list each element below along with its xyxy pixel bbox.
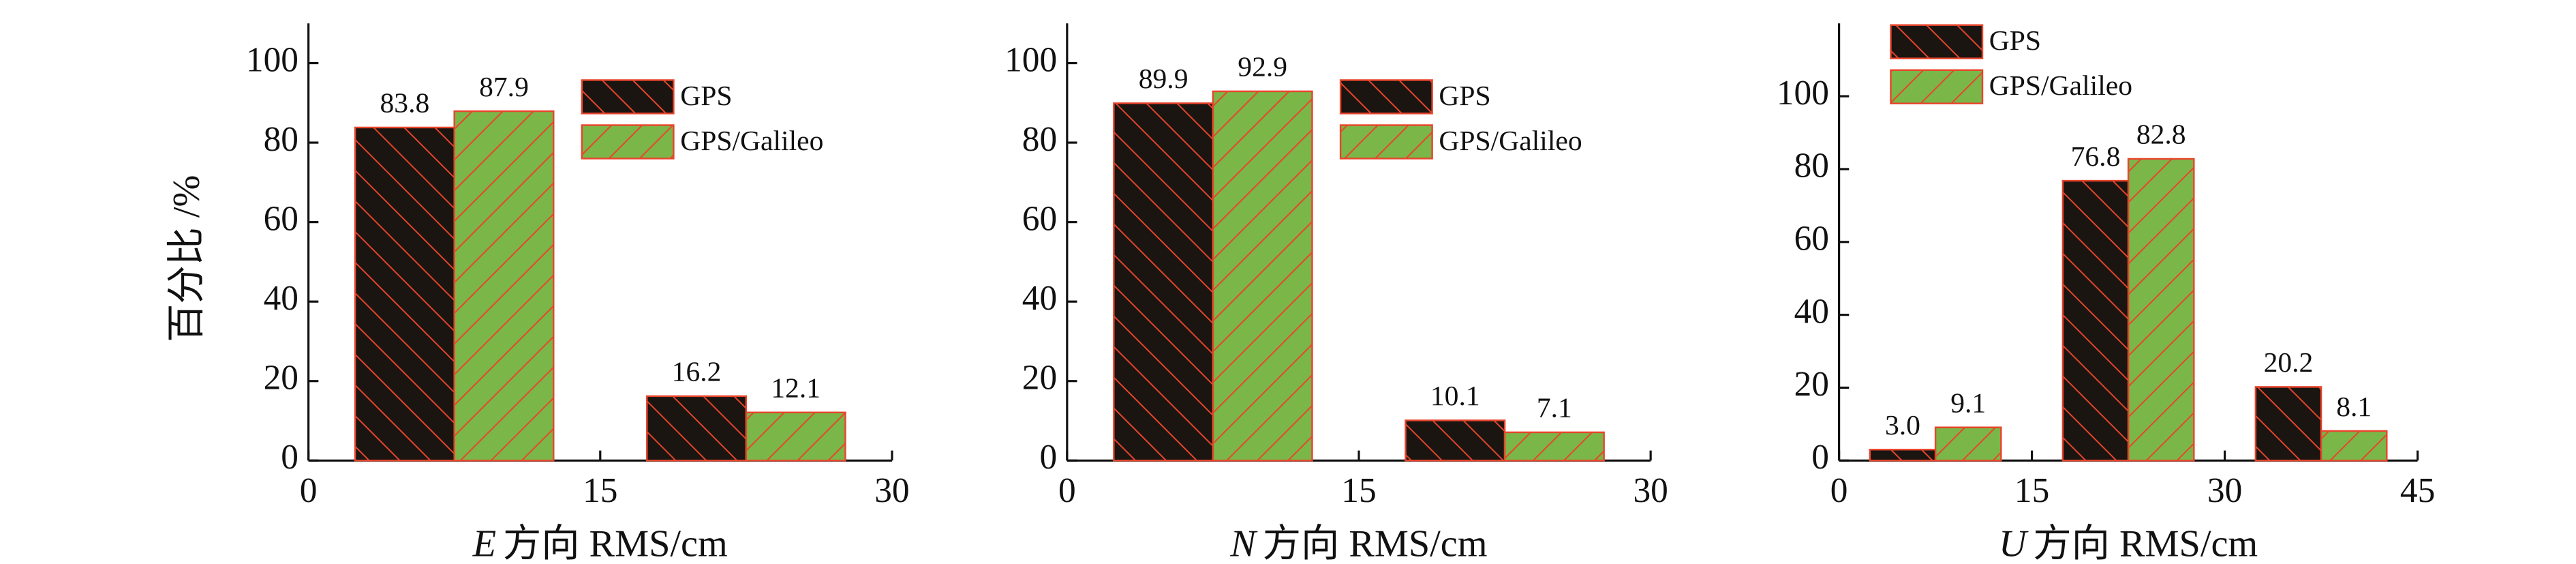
value-label: 89.9 — [1139, 63, 1189, 94]
y-tick-label: 0 — [281, 438, 298, 477]
y-axis-label: 百分比 /% — [166, 175, 208, 342]
bar — [1113, 102, 1214, 462]
bar — [1934, 426, 2002, 462]
bar — [453, 110, 555, 462]
y-tick-label: 80 — [1022, 120, 1057, 159]
chart-panel: 0 20 40 60 80 100 0 15 30 E 方向 RMS/cm 百分比 /% 83.8 16.… — [166, 23, 910, 564]
value-label: 16.2 — [672, 356, 722, 387]
chart-panel: 0 20 40 60 80 100 0 15 30 45 U 方向 RMS/cm 3.0 76.8 20.2… — [1777, 23, 2435, 564]
value-label: 76.8 — [2071, 140, 2121, 172]
x-tick-label: 15 — [2014, 471, 2049, 510]
x-tick-label: 0 — [1830, 471, 1848, 510]
y-tick-label: 60 — [1794, 220, 1829, 258]
value-label: 9.1 — [1950, 387, 1986, 418]
y-tick-label: 100 — [1777, 74, 1829, 113]
bar — [2127, 158, 2195, 462]
legend-label: GPS/Galileo — [680, 125, 823, 156]
x-axis-label: E 方向 RMS/cm — [472, 522, 728, 564]
y-tick-label: 20 — [264, 359, 298, 398]
bar — [354, 126, 455, 462]
value-label: 82.8 — [2136, 119, 2186, 150]
x-axis-label: U 方向 RMS/cm — [1999, 522, 2258, 564]
x-tick-label: 30 — [2207, 471, 2242, 510]
value-label: 10.1 — [1430, 380, 1480, 411]
x-axis-label-variable: U — [1999, 522, 2029, 564]
value-label: 87.9 — [479, 71, 529, 102]
x-tick-label: 15 — [1341, 471, 1376, 510]
y-tick-label: 100 — [246, 40, 298, 79]
bar — [1212, 90, 1313, 462]
y-tick-label: 60 — [1022, 199, 1057, 238]
bar — [2320, 430, 2388, 462]
legend-swatch — [1890, 69, 1984, 104]
chart-panel: 0 20 40 60 80 100 0 15 30 N 方向 RMS/cm 89.9 10.1 GPS 92… — [1005, 23, 1668, 564]
legend-label: GPS/Galileo — [1989, 70, 2132, 101]
value-label: 12.1 — [771, 372, 821, 404]
bar — [1869, 449, 1937, 462]
x-tick-label: 0 — [300, 471, 318, 510]
legend-swatch — [1339, 124, 1433, 160]
x-tick-label: 0 — [1058, 471, 1076, 510]
x-tick-label: 45 — [2400, 471, 2435, 510]
x-axis-label-text: 方向 RMS/cm — [2033, 522, 2258, 564]
value-label: 8.1 — [2336, 391, 2372, 422]
x-axis-label-text: 方向 RMS/cm — [503, 522, 728, 564]
x-axis-label-text: 方向 RMS/cm — [1263, 522, 1488, 564]
value-label: 20.2 — [2264, 346, 2314, 378]
y-tick-label: 60 — [264, 199, 298, 238]
x-tick-label: 15 — [583, 471, 617, 510]
bar — [1503, 431, 1605, 462]
x-axis-label-variable: E — [472, 522, 496, 564]
value-label: 3.0 — [1885, 409, 1920, 441]
legend-swatch — [1890, 24, 1984, 59]
legend-swatch — [581, 79, 675, 115]
x-tick-label: 30 — [874, 471, 909, 510]
y-tick-label: 0 — [1811, 438, 1829, 477]
y-tick-label: 40 — [264, 279, 298, 318]
bar — [745, 411, 846, 462]
x-axis-label: N 方向 RMS/cm — [1229, 522, 1487, 564]
y-tick-label: 100 — [1005, 40, 1057, 79]
value-label: 83.8 — [380, 87, 430, 119]
y-tick-label: 20 — [1794, 365, 1829, 404]
legend-swatch — [581, 124, 675, 160]
legend-label: GPS — [1989, 25, 2041, 56]
x-tick-label: 30 — [1633, 471, 1668, 510]
x-axis-label-variable: N — [1229, 522, 1258, 564]
legend-label: GPS/Galileo — [1439, 125, 1582, 156]
legend-label: GPS — [680, 80, 732, 111]
y-tick-label: 0 — [1039, 438, 1057, 477]
value-label: 7.1 — [1537, 392, 1572, 424]
bar — [646, 395, 748, 462]
y-tick-label: 80 — [264, 120, 298, 159]
legend-label: GPS — [1439, 80, 1490, 111]
bar — [2061, 179, 2130, 462]
y-tick-label: 40 — [1794, 292, 1829, 331]
y-tick-label: 80 — [1794, 147, 1829, 185]
y-tick-label: 40 — [1022, 279, 1057, 318]
bar — [2254, 386, 2322, 462]
y-tick-label: 20 — [1022, 359, 1057, 398]
value-label: 92.9 — [1238, 51, 1287, 83]
bar — [1405, 419, 1506, 462]
legend-swatch — [1339, 79, 1433, 115]
